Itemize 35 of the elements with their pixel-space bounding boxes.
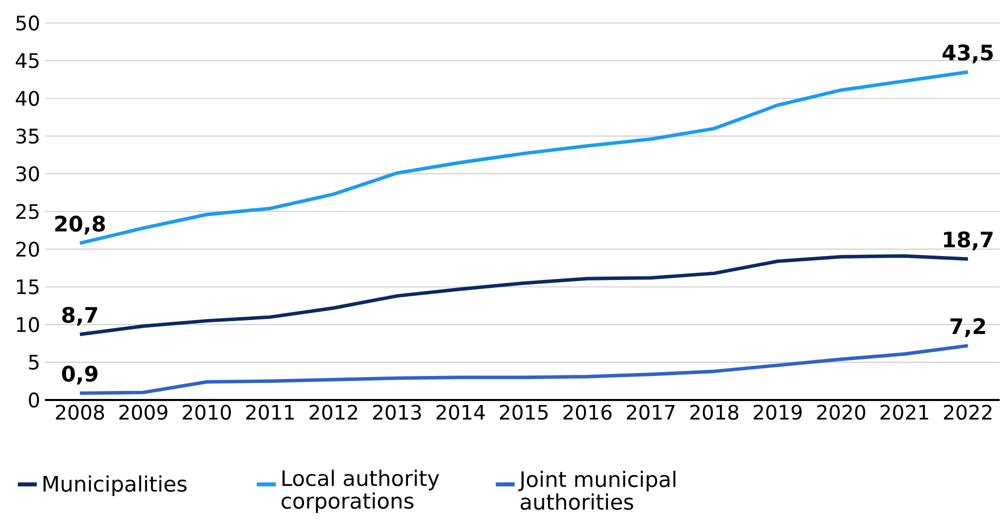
y-tick-label: 15 [17,279,39,294]
x-tick-label: 2018 [690,404,738,420]
y-tick-label: 5 [29,354,39,370]
y-tick-label: 20 [16,242,39,257]
legend-label: Joint municipal authorities [518,470,676,510]
y-tick-label: 30 [16,166,39,182]
legend-label: Local authority corporations [282,470,440,513]
x-tick-label: 2013 [373,404,421,420]
data-label: 18,7 [944,231,993,250]
data-label: 8,7 [62,306,98,326]
x-tick-label: 2019 [754,404,802,420]
x-tick-label: 2010 [182,404,231,420]
x-tick-label: 2009 [119,404,168,420]
x-tick-label: 2016 [563,404,612,420]
y-tick-label: 25 [16,204,39,220]
x-tick-label: 2008 [56,404,104,420]
data-label: 7,2 [950,318,985,337]
data-label: 0,9 [62,366,98,384]
data-label: 43,5 [942,44,993,64]
x-tick-label: 2011 [246,404,294,420]
y-tick-label: 40 [16,90,39,106]
x-tick-label: 2012 [310,404,358,420]
y-tick-label: 50 [16,15,39,31]
y-tick-label: 35 [16,128,39,144]
x-tick-label: 2015 [500,404,548,420]
x-tick-label: 2022 [944,404,992,420]
x-tick-label: 2020 [817,404,866,420]
x-tick-label: 2021 [880,404,928,420]
x-tick-label: 2017 [626,404,675,420]
y-tick-label: 45 [16,53,39,68]
legend-label: Municipalities [44,475,187,496]
y-tick-label: 0 [28,392,39,408]
x-tick-label: 2014 [436,404,485,420]
y-tick-label: 10 [17,317,39,332]
data-label: 20,8 [55,216,105,234]
